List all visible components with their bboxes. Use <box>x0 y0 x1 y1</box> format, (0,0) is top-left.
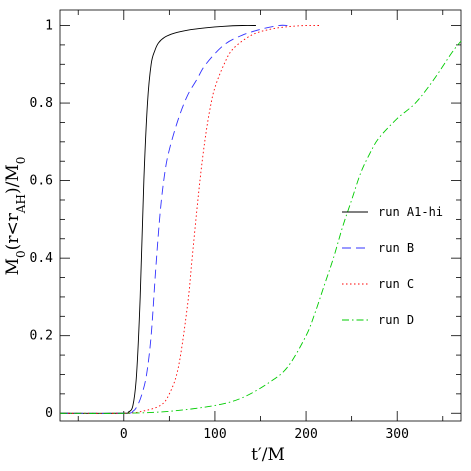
y-tick-label: 0.4 <box>30 251 54 266</box>
y-tick-label: 0.8 <box>30 96 53 111</box>
legend-label-4: run D <box>378 313 414 327</box>
legend-label-3: run C <box>378 277 414 291</box>
series-line-2 <box>59 24 288 414</box>
y-tick-label: 0 <box>45 406 53 421</box>
series-line-4 <box>59 40 462 414</box>
legend: run A1-hi run B run C run D <box>342 205 443 327</box>
x-axis-label: t′/M <box>251 445 285 465</box>
y-tick-label: 0.2 <box>30 329 53 344</box>
x-tick-label: 300 <box>385 427 408 442</box>
y-tick-label: 0.6 <box>30 174 53 189</box>
x-tick-label: 200 <box>294 427 317 442</box>
x-tick-label: 0 <box>120 427 128 442</box>
series-line-1 <box>59 25 256 414</box>
series-line-3 <box>59 24 320 414</box>
axis-ticks: 0 100 200 300 0 0.2 0.4 0.6 0.8 1 <box>30 10 461 442</box>
series-layer <box>59 24 462 414</box>
legend-label-1: run A1-hi <box>378 205 443 219</box>
y-axis-label: M0(r<rAH)/M0 <box>3 157 28 276</box>
y-tick-label: 1 <box>45 19 53 34</box>
legend-label-2: run B <box>378 241 414 255</box>
x-tick-label: 100 <box>203 427 226 442</box>
